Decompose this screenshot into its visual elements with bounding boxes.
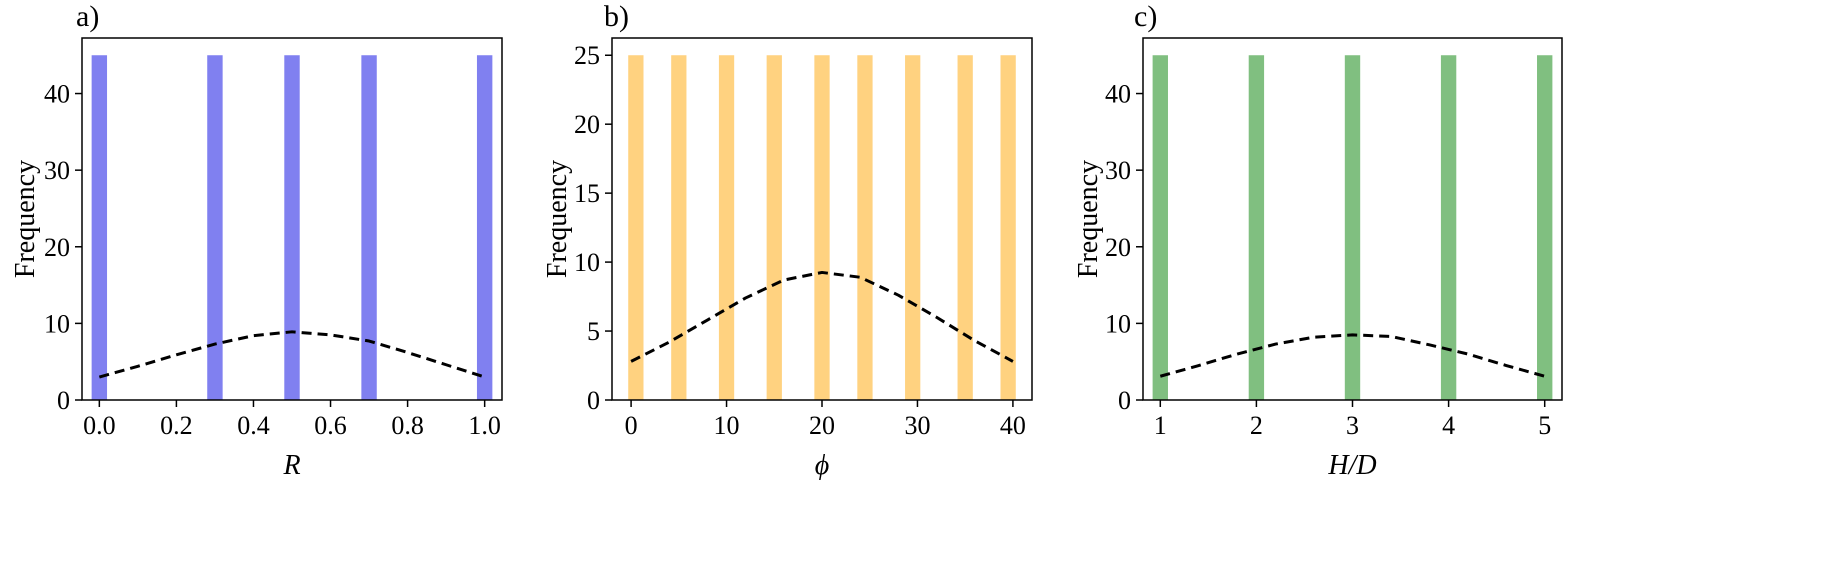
x-tick-label: 40	[1000, 411, 1026, 440]
bar-4	[1537, 55, 1553, 400]
y-tick-label: 30	[44, 156, 70, 185]
bar-2	[718, 55, 735, 400]
distribution-curve	[630, 270, 1014, 363]
x-tick-label: 1.0	[468, 411, 501, 440]
y-tick-label: 0	[57, 386, 70, 415]
bar-0	[628, 55, 644, 400]
y-axis-title: Frequency	[1073, 160, 1104, 278]
bar-3	[1440, 55, 1457, 400]
x-tick-label: 0.8	[391, 411, 424, 440]
x-tick-label: 1	[1154, 411, 1167, 440]
bar-0	[91, 55, 108, 400]
y-tick-label: 0	[587, 386, 600, 415]
x-tick-label: 0.2	[160, 411, 193, 440]
y-axis-title: Frequency	[10, 160, 41, 278]
bar-1	[1248, 55, 1265, 400]
y-tick-label: 10	[1105, 309, 1131, 338]
y-tick-label: 20	[1105, 233, 1131, 262]
bar-0	[1152, 55, 1168, 400]
panel-label: b)	[604, 0, 629, 33]
bar-2	[284, 55, 300, 400]
panel-label: c)	[1134, 0, 1157, 33]
y-tick-label: 15	[574, 179, 600, 208]
y-tick-label: 10	[44, 309, 70, 338]
x-tick-label: 2	[1250, 411, 1263, 440]
y-tick-label: 25	[574, 41, 600, 70]
y-tick-label: 20	[44, 233, 70, 262]
y-tick-label: 20	[574, 110, 600, 139]
x-tick-label: 0.0	[83, 411, 116, 440]
bar-7	[957, 55, 973, 400]
x-tick-label: 5	[1538, 411, 1551, 440]
y-tick-label: 40	[44, 80, 70, 109]
y-axis-title: Frequency	[542, 160, 573, 278]
y-tick-label: 5	[587, 317, 600, 346]
panel-a: 0.0 0.2 0.4 0.6 0.8 1.0 0 10 20 30 40 R Frequency a)	[10, 0, 503, 481]
y-tick-label: 40	[1105, 80, 1131, 109]
x-tick-label: 4	[1442, 411, 1455, 440]
bar-1	[671, 55, 687, 400]
y-tick-label: 10	[574, 248, 600, 277]
bar-4	[476, 55, 493, 400]
x-tick-label: 30	[904, 411, 930, 440]
bar-4	[814, 55, 830, 400]
bar-8	[1000, 55, 1016, 400]
x-axis-title: H/D	[1327, 450, 1376, 481]
bar-6	[905, 55, 921, 400]
x-axis-title: ϕ	[815, 450, 830, 481]
axes-frame	[81, 37, 503, 401]
distribution-curve	[1159, 333, 1546, 378]
panel-label: a)	[76, 0, 99, 33]
y-tick-label: 30	[1105, 156, 1131, 185]
x-tick-label: 0	[625, 411, 638, 440]
distribution-curve	[98, 330, 486, 379]
x-tick-label: 20	[809, 411, 835, 440]
bar-3	[766, 55, 782, 400]
x-axis-title: R	[282, 450, 300, 481]
panel-b: 0 10 20 30 40 0 5 10 15 20 25 ϕ Frequency b)	[542, 0, 1033, 481]
panel-c: 1 2 3 4 5 0 10 20 30 40 H/D Frequency c)	[1073, 0, 1563, 481]
y-tick-label: 0	[1118, 386, 1131, 415]
x-tick-label: 0.4	[237, 411, 270, 440]
x-tick-label: 0.6	[314, 411, 347, 440]
bar-1	[207, 55, 223, 400]
bar-5	[857, 55, 873, 400]
x-tick-label: 10	[714, 411, 740, 440]
bar-2	[1344, 55, 1361, 400]
x-tick-label: 3	[1346, 411, 1359, 440]
bar-3	[361, 55, 377, 400]
